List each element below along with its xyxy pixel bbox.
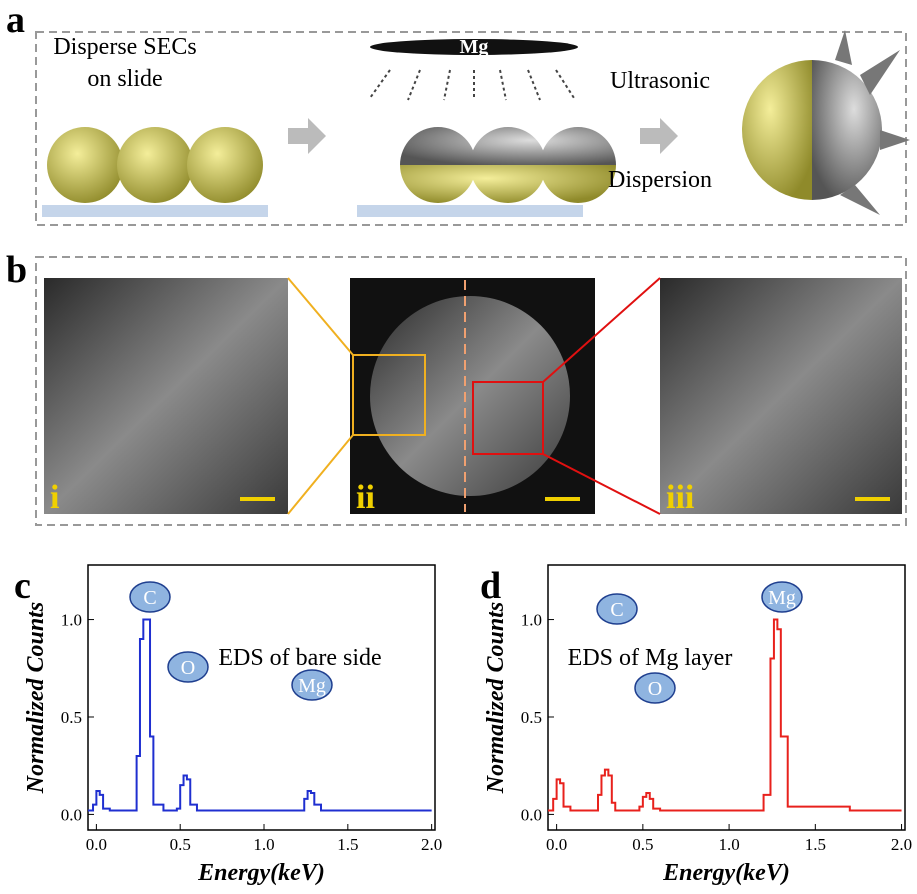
x-tick-label: 1.0 xyxy=(718,835,739,854)
peak-label: C xyxy=(610,599,623,621)
x-tick-label: 1.0 xyxy=(253,835,274,854)
peak-label: C xyxy=(143,587,156,609)
step-text: Disperse SECs xyxy=(53,34,196,60)
image-label: ii xyxy=(356,479,375,516)
peak-label: Mg xyxy=(768,587,796,609)
sem-particle xyxy=(370,296,570,496)
panel-label: d xyxy=(480,565,501,607)
sem-image xyxy=(44,278,288,514)
y-tick-label: 0.0 xyxy=(61,805,82,824)
slide xyxy=(357,205,583,217)
metal-label: Mg xyxy=(460,36,489,58)
deposition-arrows xyxy=(370,70,574,100)
step-text: Dispersion xyxy=(608,167,712,193)
annotation: EDS of Mg layer xyxy=(568,645,733,671)
y-tick-label: 0.5 xyxy=(61,708,82,727)
y-tick-label: 0.0 xyxy=(521,805,542,824)
sem-image xyxy=(660,278,902,514)
panel-label: c xyxy=(14,565,31,607)
x-tick-label: 0.0 xyxy=(86,835,107,854)
y-tick-label: 1.0 xyxy=(61,611,82,630)
x-tick-label: 0.0 xyxy=(546,835,567,854)
y-tick-label: 0.5 xyxy=(521,708,542,727)
figure: a Disperse SECs on slide Mg Ultrasonic D… xyxy=(0,0,917,889)
x-axis-label: Energy(keV) xyxy=(197,860,325,886)
x-tick-label: 1.5 xyxy=(805,835,826,854)
x-tick-label: 1.5 xyxy=(337,835,358,854)
step-text: on slide xyxy=(87,66,162,92)
image-label: iii xyxy=(666,479,694,516)
image-label: i xyxy=(50,479,59,516)
x-axis-label: Energy(keV) xyxy=(662,860,790,886)
zoom-line xyxy=(288,278,353,514)
x-tick-label: 2.0 xyxy=(891,835,912,854)
peak-label: Mg xyxy=(298,675,326,697)
slide xyxy=(42,205,268,217)
peak-label: O xyxy=(648,678,662,700)
panel-label: a xyxy=(6,0,25,41)
annotation: EDS of bare side xyxy=(218,645,381,671)
x-tick-label: 0.5 xyxy=(170,835,191,854)
x-tick-label: 0.5 xyxy=(632,835,653,854)
peak-label: O xyxy=(181,657,195,679)
x-tick-label: 2.0 xyxy=(421,835,442,854)
y-axis-label: Normalized Counts xyxy=(23,602,49,794)
y-axis-label: Normalized Counts xyxy=(483,602,509,794)
panel-label: b xyxy=(6,249,27,291)
y-tick-label: 1.0 xyxy=(521,611,542,630)
step-text: Ultrasonic xyxy=(610,68,710,94)
